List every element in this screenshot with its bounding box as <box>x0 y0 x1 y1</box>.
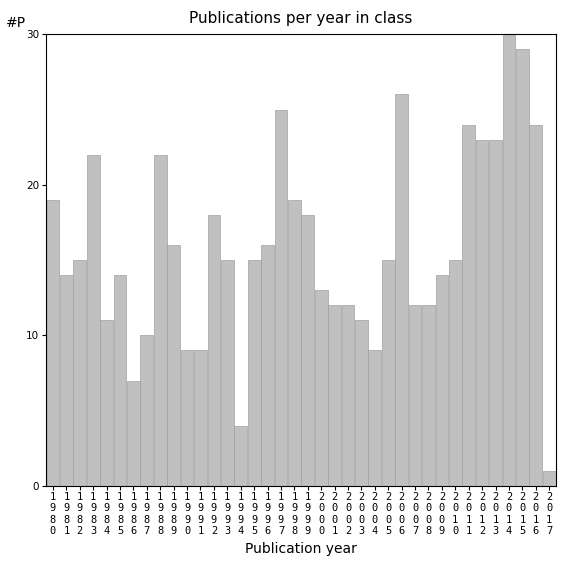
Bar <box>73 260 86 486</box>
Bar <box>302 215 314 486</box>
Bar <box>449 260 462 486</box>
Bar <box>409 305 421 486</box>
Bar <box>154 155 167 486</box>
Bar <box>382 260 395 486</box>
Bar <box>234 426 247 486</box>
Bar <box>274 109 287 486</box>
Bar <box>194 350 207 486</box>
Bar <box>328 305 341 486</box>
Bar <box>355 320 368 486</box>
Bar <box>462 125 475 486</box>
Bar <box>369 350 381 486</box>
Bar <box>208 215 220 486</box>
Title: Publications per year in class: Publications per year in class <box>189 11 413 26</box>
Bar <box>489 139 502 486</box>
Bar <box>248 260 260 486</box>
Bar <box>315 290 328 486</box>
Bar <box>87 155 100 486</box>
Bar <box>342 305 354 486</box>
Bar <box>422 305 435 486</box>
Bar <box>181 350 193 486</box>
Bar <box>502 34 515 486</box>
Bar <box>127 380 140 486</box>
X-axis label: Publication year: Publication year <box>245 542 357 556</box>
Bar <box>46 200 60 486</box>
Bar <box>395 95 408 486</box>
Bar <box>60 275 73 486</box>
Bar <box>476 139 489 486</box>
Bar <box>221 260 234 486</box>
Bar <box>435 275 448 486</box>
Bar <box>141 336 153 486</box>
Text: #P: #P <box>6 16 26 29</box>
Bar <box>261 245 274 486</box>
Bar <box>113 275 126 486</box>
Bar <box>530 125 542 486</box>
Bar <box>516 49 529 486</box>
Bar <box>543 471 556 486</box>
Bar <box>100 320 113 486</box>
Bar <box>167 245 180 486</box>
Bar <box>288 200 301 486</box>
